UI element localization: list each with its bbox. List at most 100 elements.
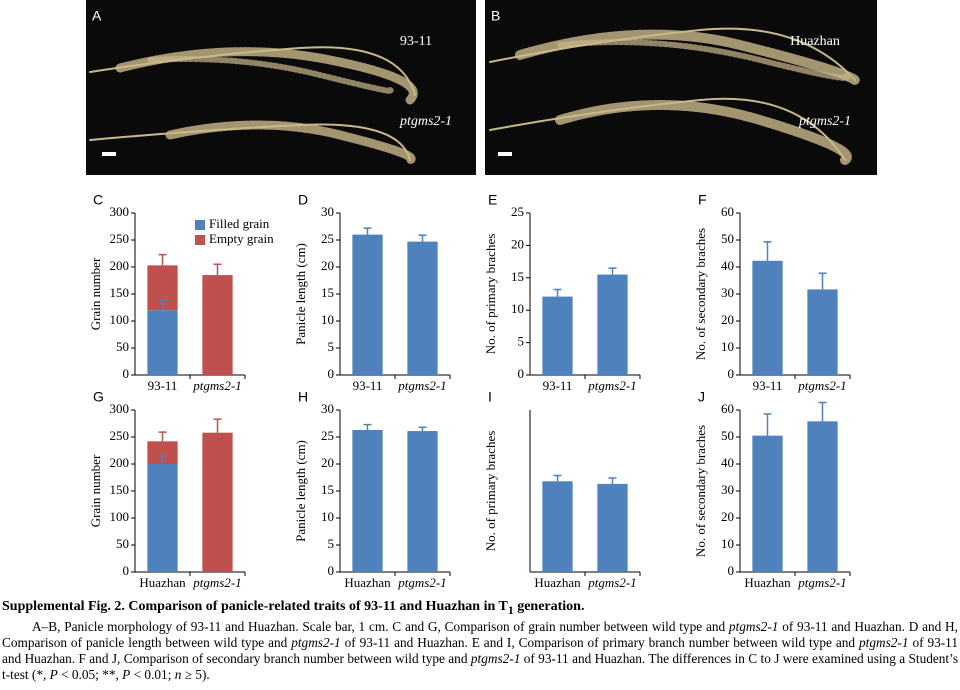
y-tick-label: 60 bbox=[721, 204, 734, 219]
x-tick-label: ptgms2-1 bbox=[797, 575, 846, 590]
y-tick-label: 10 bbox=[321, 509, 334, 524]
panel-letter: G bbox=[93, 389, 104, 405]
panel-letter: A bbox=[92, 8, 102, 24]
caption-text: ptgms2-1 bbox=[859, 634, 909, 650]
caption-text: P bbox=[122, 666, 131, 682]
bar bbox=[807, 289, 838, 375]
caption: Supplemental Fig. 2. Comparison of panic… bbox=[2, 598, 958, 683]
y-axis-label: Panicle length (cm) bbox=[293, 440, 308, 542]
caption-text: A–B, Panicle morphology of 93-11 and Hua… bbox=[32, 618, 729, 634]
error-bar bbox=[553, 474, 562, 482]
y-axis-label: No. of secondary braches bbox=[693, 425, 708, 557]
y-tick-label: 250 bbox=[110, 428, 130, 443]
y-tick-label: 20 bbox=[321, 258, 334, 273]
error-bar bbox=[363, 227, 372, 235]
bar bbox=[407, 241, 438, 375]
y-tick-label: 0 bbox=[728, 366, 735, 381]
error-bar bbox=[418, 234, 427, 242]
bar bbox=[202, 432, 233, 572]
panel-label: ptgms2-1 bbox=[798, 114, 851, 129]
caption-text: < 0.05; **, bbox=[57, 666, 123, 682]
y-tick-label: 20 bbox=[721, 509, 734, 524]
y-tick-label: 300 bbox=[110, 401, 130, 416]
y-tick-label: 150 bbox=[110, 482, 130, 497]
panel-letter: C bbox=[93, 192, 103, 208]
caption-text: ≥ 5). bbox=[181, 666, 210, 682]
panel-letter: H bbox=[298, 389, 308, 405]
y-tick-label: 15 bbox=[321, 285, 334, 300]
caption-text: < 0.01; bbox=[130, 666, 175, 682]
caption-text: ptgms2-1 bbox=[728, 618, 779, 634]
x-tick-label: Huazhan bbox=[534, 575, 581, 590]
y-axis-label: Panicle length (cm) bbox=[293, 243, 308, 345]
bar bbox=[147, 310, 178, 375]
y-tick-label: 100 bbox=[110, 312, 130, 327]
y-tick-label: 150 bbox=[110, 285, 130, 300]
bar bbox=[352, 429, 383, 572]
legend-label: Filled grain bbox=[209, 216, 270, 231]
y-tick-label: 25 bbox=[321, 428, 334, 443]
error-bar bbox=[818, 272, 827, 290]
x-tick-label: Huazhan bbox=[344, 575, 391, 590]
bar bbox=[202, 275, 233, 375]
caption-text: n bbox=[174, 666, 182, 682]
y-tick-label: 5 bbox=[328, 536, 335, 551]
x-tick-label: ptgms2-1 bbox=[397, 575, 446, 590]
error-bar bbox=[553, 288, 562, 297]
y-tick-label: 25 bbox=[511, 204, 524, 219]
panel-label: Huazhan bbox=[790, 34, 840, 49]
x-tick-label: 93-11 bbox=[148, 378, 178, 393]
panel-letter: E bbox=[488, 192, 497, 208]
error-bar bbox=[363, 423, 372, 430]
caption-text: of 93-11 and Huazhan. F and J, Compariso… bbox=[2, 634, 958, 666]
y-tick-label: 0 bbox=[518, 366, 525, 381]
panicles bbox=[89, 27, 860, 165]
y-tick-label: 15 bbox=[511, 269, 524, 284]
x-tick-label: ptgms2-1 bbox=[192, 378, 241, 393]
error-bar bbox=[818, 401, 827, 422]
y-tick-label: 10 bbox=[321, 312, 334, 327]
y-tick-label: 25 bbox=[321, 231, 334, 246]
caption-text: P bbox=[49, 666, 58, 682]
bar bbox=[147, 441, 178, 464]
y-tick-label: 100 bbox=[110, 509, 130, 524]
photo-a bbox=[86, 0, 476, 175]
y-tick-label: 50 bbox=[721, 428, 734, 443]
y-tick-label: 50 bbox=[116, 536, 129, 551]
bar bbox=[597, 274, 628, 375]
error-bar bbox=[608, 267, 617, 275]
panel-label: ptgms2-1 bbox=[399, 114, 452, 129]
bar bbox=[752, 435, 783, 572]
error-bar bbox=[763, 413, 772, 436]
panel-label: 93-11 bbox=[400, 34, 432, 49]
y-tick-label: 15 bbox=[321, 482, 334, 497]
x-tick-label: 93-11 bbox=[543, 378, 573, 393]
y-tick-label: 40 bbox=[721, 455, 734, 470]
y-axis-label: Grain number bbox=[88, 454, 103, 527]
error-bar bbox=[608, 477, 617, 484]
y-tick-label: 0 bbox=[728, 563, 735, 578]
panel-letter: I bbox=[488, 389, 492, 405]
bar bbox=[597, 483, 628, 572]
y-tick-label: 60 bbox=[721, 401, 734, 416]
x-tick-label: ptgms2-1 bbox=[587, 378, 636, 393]
error-bar bbox=[763, 241, 772, 261]
bar bbox=[407, 431, 438, 572]
caption-body: A–B, Panicle morphology of 93-11 and Hua… bbox=[2, 619, 958, 683]
y-tick-label: 5 bbox=[328, 339, 335, 354]
bar bbox=[807, 421, 838, 572]
panel-letter: J bbox=[698, 389, 705, 405]
y-axis-label: Grain number bbox=[88, 257, 103, 330]
legend-swatch bbox=[195, 235, 205, 245]
x-tick-label: ptgms2-1 bbox=[797, 378, 846, 393]
legend-swatch bbox=[195, 220, 205, 230]
caption-title-end: generation. bbox=[513, 599, 585, 614]
error-bar bbox=[213, 263, 222, 276]
x-tick-label: ptgms2-1 bbox=[587, 575, 636, 590]
caption-text: of 93-11 and Huazhan. The differences in… bbox=[2, 650, 958, 682]
y-tick-label: 30 bbox=[321, 204, 334, 219]
y-tick-label: 5 bbox=[518, 334, 525, 349]
y-tick-label: 300 bbox=[110, 204, 130, 219]
bar bbox=[542, 481, 573, 572]
y-tick-label: 50 bbox=[721, 231, 734, 246]
